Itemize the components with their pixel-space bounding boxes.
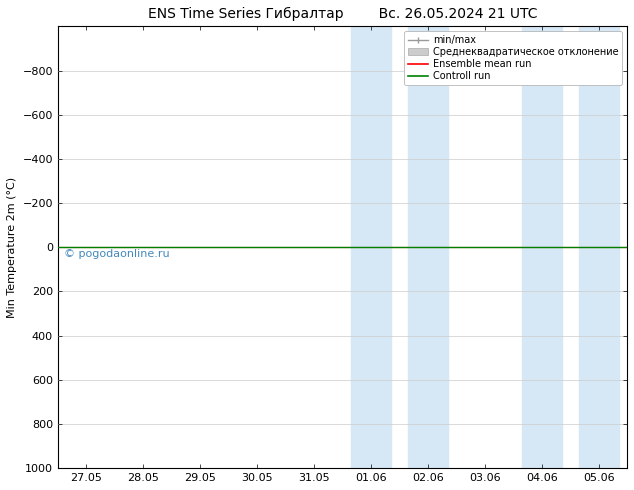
Bar (351, 26, 391, 468)
Text: © pogodaonline.ru: © pogodaonline.ru (63, 249, 169, 260)
Bar (408, 26, 448, 468)
Y-axis label: Min Temperature 2m (°C): Min Temperature 2m (°C) (7, 177, 17, 318)
Bar (579, 26, 619, 468)
Title: ENS Time Series Гибралтар        Вс. 26.05.2024 21 UTC: ENS Time Series Гибралтар Вс. 26.05.2024… (148, 7, 537, 21)
Legend: min/max, Среднеквадратическое отклонение, Ensemble mean run, Controll run: min/max, Среднеквадратическое отклонение… (404, 31, 622, 85)
Bar (522, 26, 562, 468)
